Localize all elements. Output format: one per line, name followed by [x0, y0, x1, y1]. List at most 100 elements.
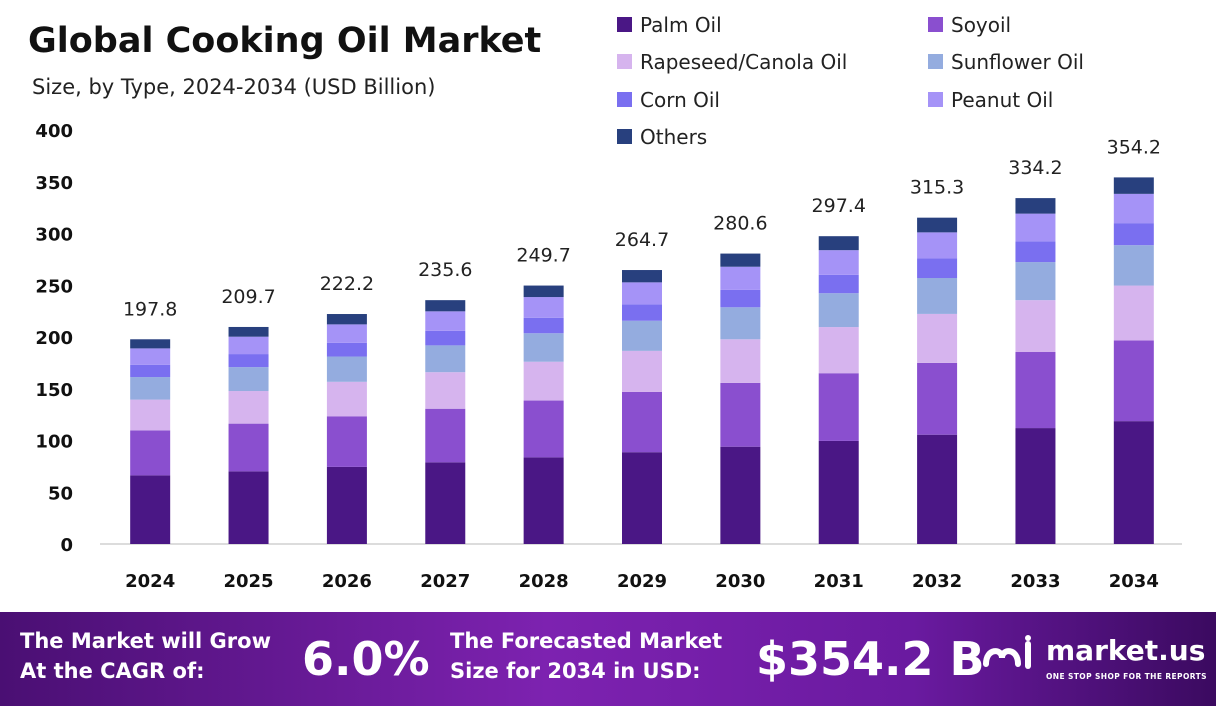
summary-banner: The Market will Grow At the CAGR of: 6.0… [0, 612, 1216, 706]
bar-segment-soyoil [523, 400, 564, 458]
x-tick-label: 2030 [715, 571, 765, 592]
bar-segment-sunflower-oil [1113, 245, 1154, 286]
total-data-label: 280.6 [713, 213, 767, 235]
bar-segment-others [228, 326, 269, 337]
bar-segment-peanut-oil [523, 297, 564, 318]
brand-logo: market.us ONE STOP SHOP FOR THE REPORTS [982, 632, 1212, 692]
bar-segment-corn-oil [917, 258, 958, 279]
bar-segment-rapeseed-canola-oil [326, 381, 367, 417]
bar-segment-corn-oil [622, 304, 662, 321]
bar-segment-soyoil [818, 373, 859, 441]
bar-segment-sunflower-oil [523, 333, 564, 362]
chart-title: Global Cooking Oil Market [28, 21, 541, 61]
bar-segment-others [130, 339, 171, 349]
bar-segment-soyoil [228, 423, 269, 472]
bar-segment-palm-oil [523, 457, 564, 544]
total-data-label: 197.8 [123, 298, 177, 320]
bar-segment-soyoil [917, 362, 958, 435]
x-tick-label: 2033 [1010, 571, 1060, 592]
total-data-label: 209.7 [221, 286, 275, 308]
x-tick-label: 2028 [519, 571, 569, 592]
market-us-logo-icon [983, 635, 1031, 669]
bar-segment-palm-oil [818, 440, 859, 544]
chart: Global Cooking Oil Market Size, by Type,… [28, 13, 1182, 592]
legend-label: Sunflower Oil [951, 50, 1084, 74]
legend-label: Palm Oil [640, 13, 722, 37]
bar-segment-sunflower-oil [228, 367, 269, 392]
bar-segment-peanut-oil [917, 232, 958, 259]
legend-label: Soyoil [951, 13, 1011, 37]
bar-segment-others [326, 314, 367, 325]
bar-segment-sunflower-oil [1015, 262, 1056, 301]
forecast-label: The Forecasted Market Size for 2034 in U… [450, 626, 722, 686]
bar-segment-peanut-oil [622, 282, 662, 305]
legend-label: Peanut Oil [951, 88, 1053, 112]
legend: Palm Oil Soyoil Rapeseed/Canola Oil Sunflow… [617, 13, 1084, 149]
total-data-label: 334.2 [1008, 157, 1062, 179]
legend-swatch [617, 92, 632, 107]
forecast-label-line2: Size for 2034 in USD: [450, 659, 701, 683]
total-data-label: 249.7 [516, 245, 570, 267]
bar-segment-rapeseed-canola-oil [622, 350, 662, 392]
bar-segment-peanut-oil [818, 250, 859, 275]
brand-name: market.us [1046, 634, 1206, 667]
legend-swatch [617, 17, 632, 32]
bar-segment-rapeseed-canola-oil [425, 372, 466, 409]
total-data-label: 315.3 [910, 177, 964, 199]
x-tick-label: 2031 [814, 571, 864, 592]
bar-segment-rapeseed-canola-oil [720, 339, 761, 383]
bar-segment-others [622, 270, 662, 283]
total-data-label: 354.2 [1107, 136, 1161, 158]
bar-segment-palm-oil [326, 466, 367, 544]
total-data-label: 235.6 [418, 259, 472, 281]
bar-segment-palm-oil [622, 452, 662, 544]
bar-segment-soyoil [326, 416, 367, 467]
y-tick-label: 100 [35, 432, 73, 453]
forecast-label-line1: The Forecasted Market [450, 629, 723, 653]
chart-subtitle: Size, by Type, 2024-2034 (USD Billion) [32, 75, 435, 99]
cagr-label-line2: At the CAGR of: [20, 659, 205, 683]
x-tick-label: 2032 [912, 571, 962, 592]
bar-segment-sunflower-oil [425, 345, 466, 373]
bar-segment-palm-oil [425, 462, 466, 544]
bar-segment-corn-oil [523, 317, 564, 334]
legend-swatch [928, 54, 943, 69]
x-tick-label: 2027 [420, 571, 470, 592]
x-axis: 2024 2025 2026 2027 2028 2029 2030 2031 2032 2033… [125, 571, 1159, 592]
bar-segment-peanut-oil [228, 336, 269, 355]
bar-segment-palm-oil [1015, 428, 1056, 544]
bar-segment-others [917, 217, 958, 233]
bar-segment-others [720, 253, 761, 267]
bar-segment-palm-oil [720, 446, 761, 544]
legend-label: Rapeseed/Canola Oil [640, 50, 847, 74]
y-tick-label: 0 [60, 535, 73, 556]
bar-segment-peanut-oil [1113, 193, 1154, 224]
bar-segment-soyoil [1113, 340, 1154, 422]
y-tick-label: 300 [35, 225, 73, 246]
bar-segment-rapeseed-canola-oil [523, 361, 564, 401]
bar-segment-rapeseed-canola-oil [228, 391, 269, 424]
bar-segment-soyoil [130, 430, 171, 476]
x-tick-label: 2029 [617, 571, 667, 592]
y-tick-label: 150 [35, 380, 73, 401]
bar-segment-soyoil [622, 391, 662, 453]
bar-segment-corn-oil [1015, 241, 1056, 263]
total-data-label: 222.2 [320, 273, 374, 295]
bar-segment-sunflower-oil [917, 278, 958, 314]
bar-segment-palm-oil [130, 475, 171, 544]
bar-segment-palm-oil [917, 434, 958, 544]
bar-segment-peanut-oil [326, 324, 367, 343]
legend-label: Others [640, 125, 707, 149]
bar-segment-rapeseed-canola-oil [130, 399, 171, 431]
x-tick-label: 2024 [125, 571, 175, 592]
legend-swatch [617, 54, 632, 69]
bar-segment-soyoil [720, 382, 761, 447]
bar-segment-corn-oil [228, 354, 269, 368]
bar-segment-sunflower-oil [622, 320, 662, 351]
bar-segment-sunflower-oil [818, 293, 859, 328]
bar-segment-rapeseed-canola-oil [917, 313, 958, 363]
bar-segment-rapeseed-canola-oil [1113, 285, 1154, 341]
cagr-value: 6.0% [302, 632, 430, 686]
y-tick-label: 250 [35, 276, 73, 297]
bar-segment-rapeseed-canola-oil [818, 327, 859, 374]
